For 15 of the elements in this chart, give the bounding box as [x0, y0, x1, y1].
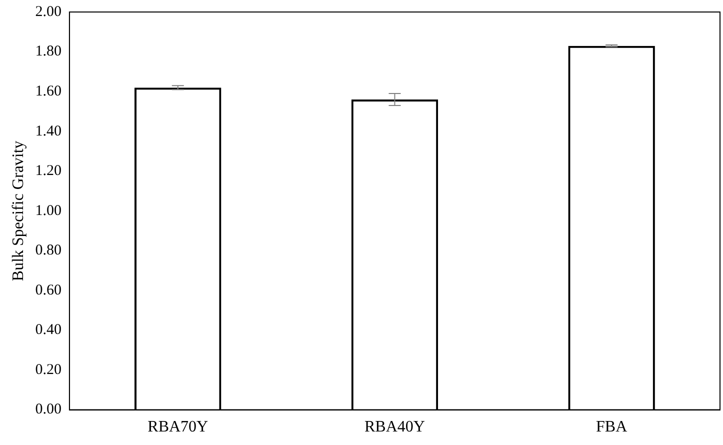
y-tick-label: 0.20: [35, 362, 62, 378]
y-tick-label: 2.00: [35, 4, 62, 20]
y-tick-label: 1.20: [35, 163, 62, 180]
y-tick-label: 0.80: [35, 242, 62, 259]
y-tick-label: 1.00: [35, 202, 62, 219]
y-tick-label: 1.60: [35, 83, 62, 100]
x-tick-label: RBA70Y: [148, 418, 209, 436]
x-tick-label: FBA: [596, 418, 628, 436]
y-tick-label: 1.40: [35, 123, 62, 140]
x-tick-label: RBA40Y: [364, 418, 426, 436]
y-tick-label: 0.40: [35, 322, 62, 338]
y-axis-title: Bulk Specific Gravity: [10, 140, 27, 282]
y-tick-label: 1.80: [35, 44, 62, 60]
y-tick-label: 0.60: [35, 282, 62, 298]
y-tick-label: 0.00: [35, 402, 62, 418]
